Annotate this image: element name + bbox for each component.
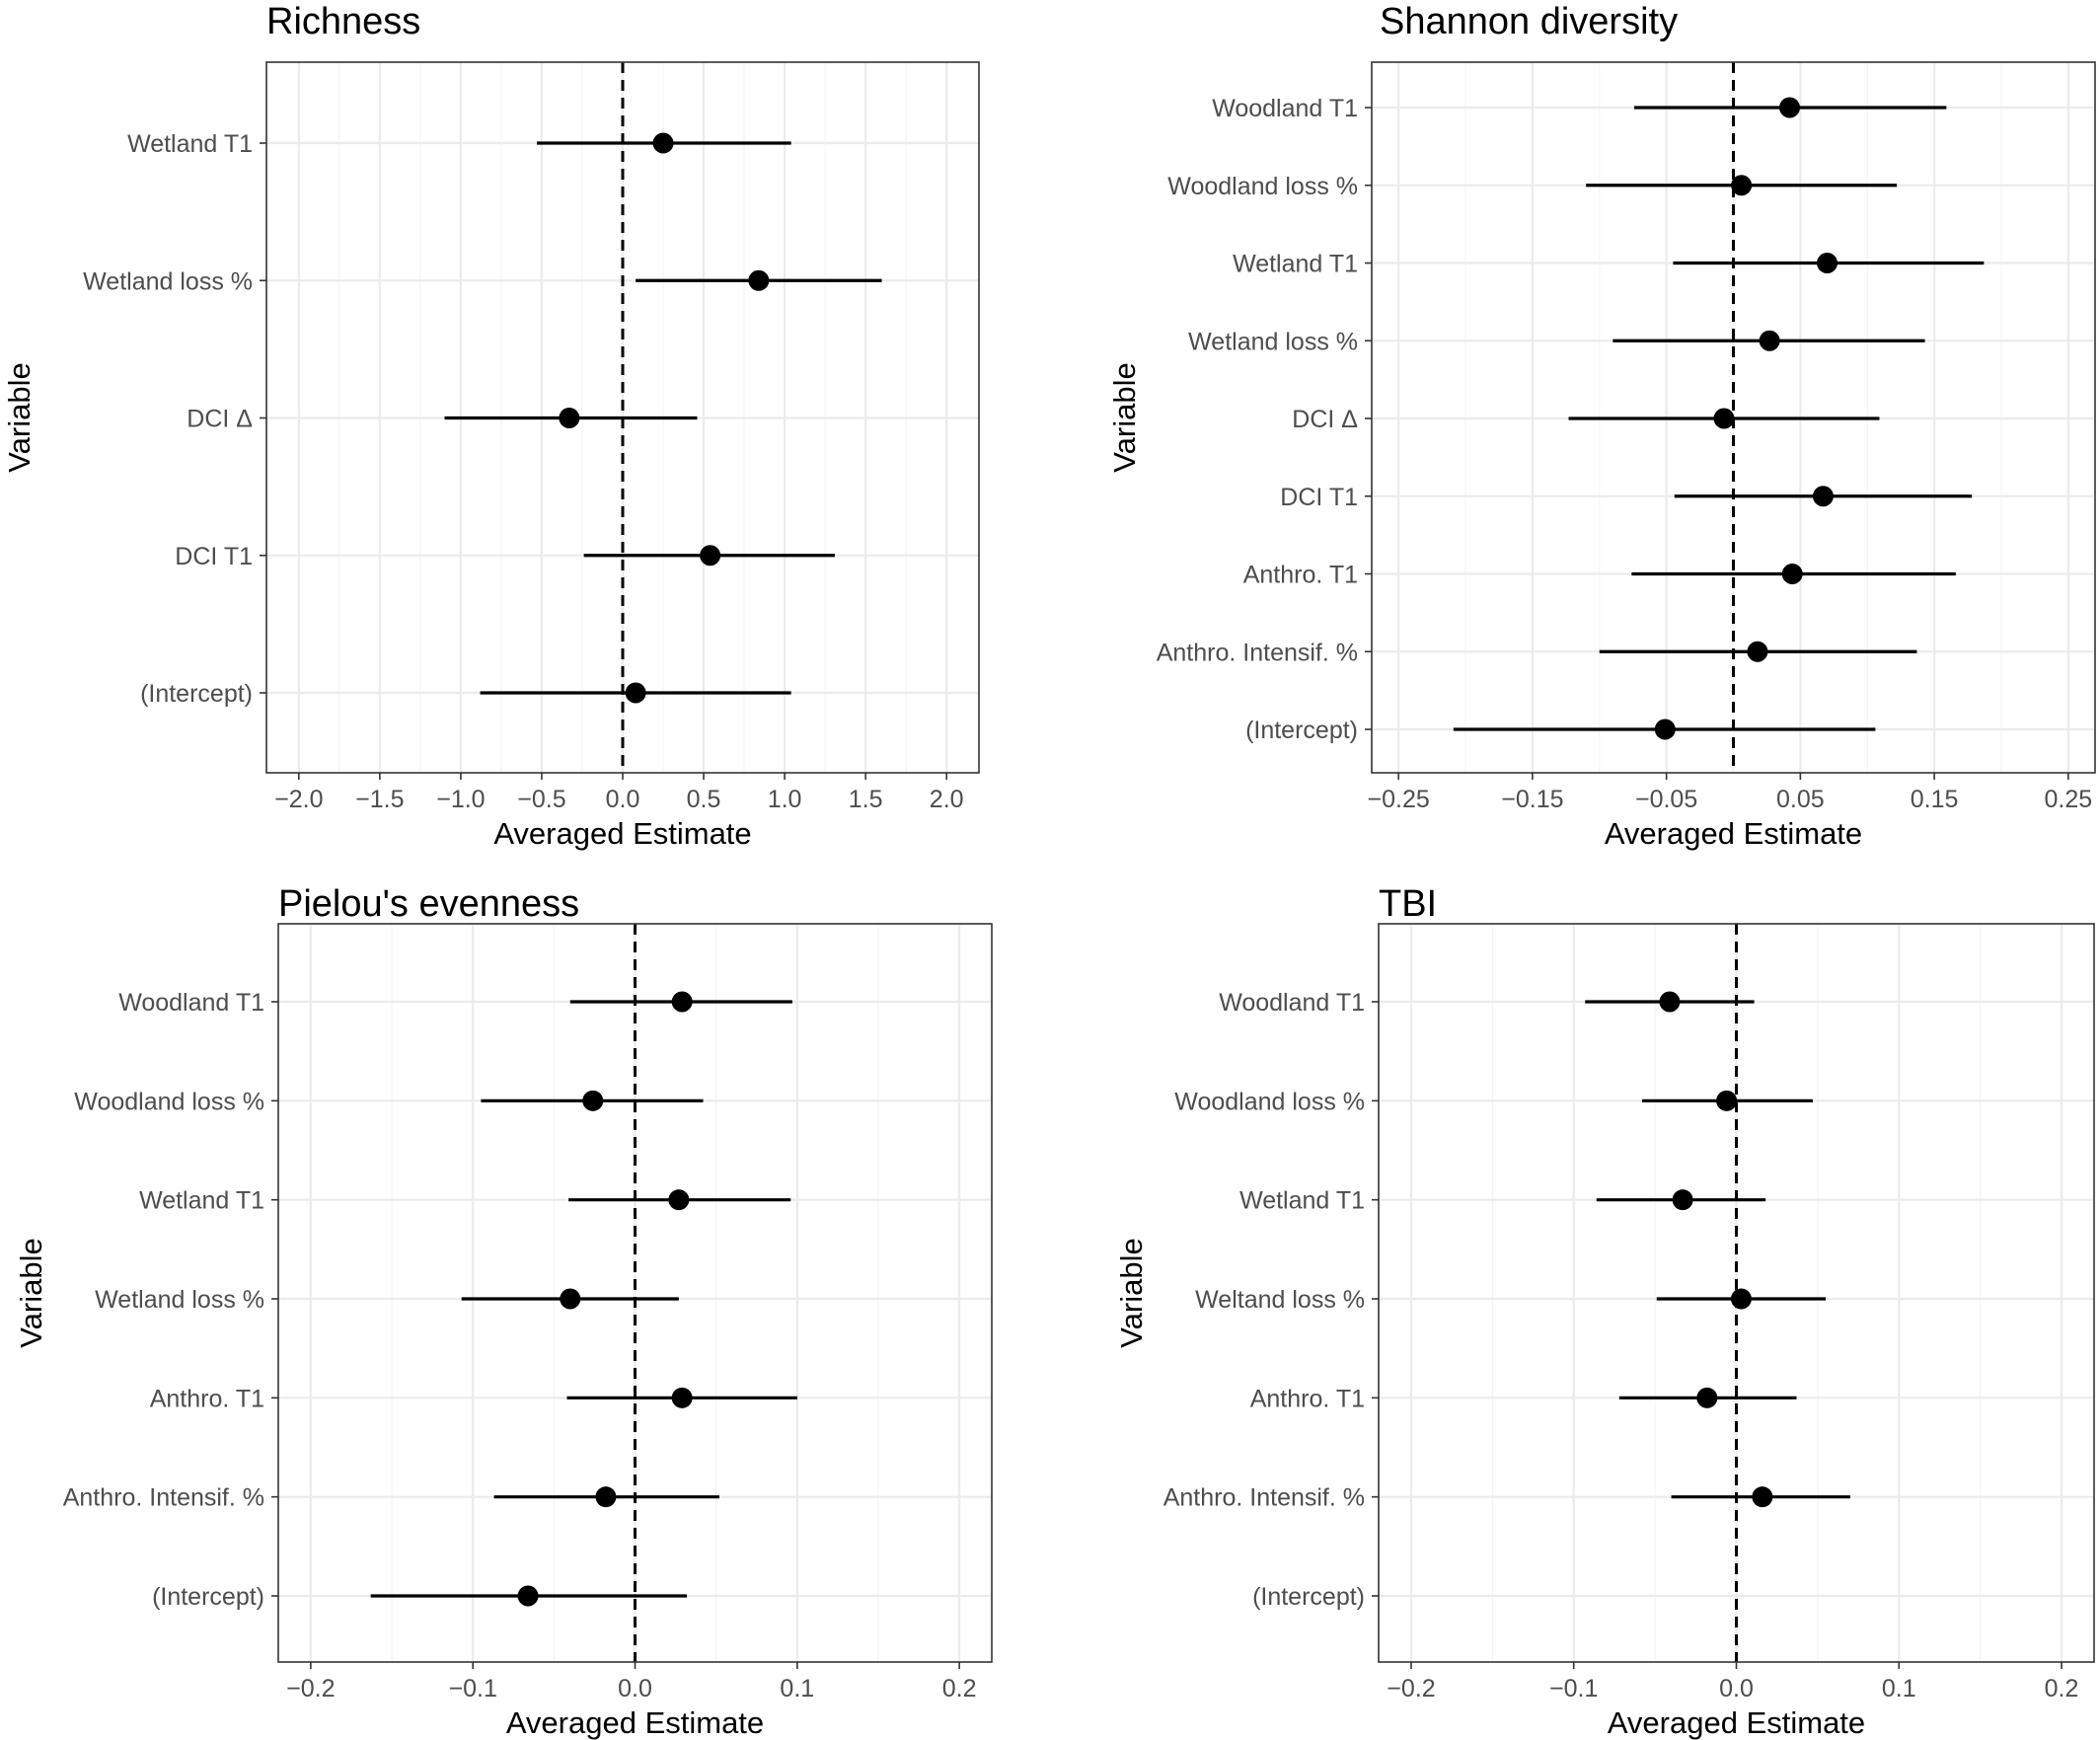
- x-tick-label: 0.1: [1882, 1675, 1916, 1702]
- y-tick-label: Woodland T1: [118, 989, 264, 1017]
- estimate-point: [1747, 641, 1768, 662]
- y-tick-label: Wetland T1: [139, 1187, 264, 1215]
- y-tick-label: DCI Δ: [1292, 406, 1358, 433]
- estimate-point: [625, 682, 646, 704]
- y-tick-label: (Intercept): [152, 1583, 264, 1611]
- estimate-point: [559, 408, 580, 428]
- x-tick-label: 1.5: [849, 786, 883, 813]
- x-axis-title: Averaged Estimate: [1608, 1705, 1865, 1740]
- chart-panel-4: Woodland T1 Woodland loss % Wetland T1 Welt…: [1114, 883, 2095, 1740]
- estimate-point: [748, 269, 770, 291]
- estimate-point: [1659, 991, 1681, 1013]
- x-tick-label: 0.2: [942, 1675, 977, 1702]
- estimate-point: [1654, 719, 1676, 740]
- x-tick-label: −0.25: [1368, 786, 1430, 813]
- chart-panel-1: Wetland T1 Wetland loss % DCI Δ DCI T1 (Inte…: [2, 1, 980, 851]
- estimate-point: [1759, 330, 1780, 351]
- x-tick-label: −1.5: [355, 786, 404, 813]
- x-tick-label: −0.1: [449, 1675, 497, 1702]
- panel-title: Richness: [266, 1, 420, 42]
- panel-title: TBI: [1379, 883, 1437, 925]
- x-axis-title: Averaged Estimate: [493, 816, 751, 851]
- y-tick-label: DCI Δ: [187, 406, 253, 433]
- y-tick-label: Wetland T1: [127, 130, 253, 158]
- estimate-point: [671, 991, 693, 1013]
- y-tick-label: Anthro. Intensif. %: [1157, 639, 1358, 666]
- estimate-point: [652, 132, 674, 154]
- y-tick-label: Weltand loss %: [1195, 1286, 1365, 1314]
- chart-panel-2: Woodland T1 Woodland loss % Wetland T1 Wetl…: [1107, 1, 2096, 851]
- estimate-point: [517, 1585, 539, 1607]
- estimate-point: [1696, 1387, 1718, 1408]
- y-tick-label: DCI T1: [175, 543, 253, 570]
- estimate-point: [700, 545, 721, 567]
- x-tick-label: 0.05: [1776, 786, 1825, 813]
- y-tick-label: Wetland loss %: [95, 1286, 264, 1314]
- estimate-point: [1731, 175, 1753, 196]
- x-tick-label: −0.1: [1549, 1675, 1598, 1702]
- x-tick-label: 2.0: [930, 786, 964, 813]
- y-tick-label: Woodland T1: [1212, 95, 1358, 122]
- y-tick-label: Wetland T1: [1233, 251, 1358, 278]
- y-tick-label: Woodland T1: [1219, 989, 1365, 1017]
- chart-panel-3: Woodland T1 Woodland loss % Wetland T1 Wetl…: [14, 883, 993, 1740]
- x-tick-label: −0.15: [1501, 786, 1563, 813]
- estimate-point: [1752, 1486, 1773, 1508]
- estimate-point: [1812, 486, 1834, 507]
- y-tick-label: DCI T1: [1280, 484, 1358, 511]
- estimate-point: [1730, 1288, 1752, 1310]
- y-tick-label: Anthro. T1: [1250, 1385, 1365, 1412]
- y-tick-label: (Intercept): [1245, 717, 1358, 744]
- x-tick-label: −0.05: [1635, 786, 1697, 813]
- y-tick-label: Anthro. T1: [1243, 562, 1358, 589]
- y-tick-label: Woodland loss %: [1174, 1088, 1365, 1115]
- estimate-point: [1779, 97, 1801, 118]
- x-tick-label: 0.2: [2045, 1675, 2079, 1702]
- y-axis-title: Variable: [1114, 1238, 1149, 1347]
- x-tick-label: −0.5: [517, 786, 565, 813]
- estimate-point: [1713, 408, 1735, 429]
- x-tick-label: 0.15: [1911, 786, 1959, 813]
- estimate-point: [1716, 1090, 1738, 1111]
- y-tick-label: Anthro. T1: [150, 1385, 264, 1412]
- estimate-point: [671, 1387, 693, 1408]
- y-tick-label: (Intercept): [1252, 1583, 1365, 1611]
- estimate-point: [1817, 253, 1838, 273]
- estimate-point: [595, 1486, 617, 1508]
- x-tick-label: −1.0: [436, 786, 485, 813]
- y-tick-label: Wetland loss %: [83, 267, 253, 295]
- y-axis-title: Variable: [2, 362, 37, 472]
- estimate-point: [582, 1090, 604, 1111]
- panel-border: [1371, 61, 2096, 774]
- y-tick-label: Woodland loss %: [74, 1088, 264, 1115]
- x-tick-label: 0.0: [618, 1675, 652, 1702]
- y-tick-label: Anthro. Intensif. %: [63, 1484, 264, 1512]
- panel-title: Pielou's evenness: [278, 883, 579, 925]
- y-tick-label: Anthro. Intensif. %: [1163, 1484, 1365, 1512]
- estimate-point: [1672, 1189, 1693, 1211]
- estimate-point: [1781, 564, 1803, 584]
- x-tick-label: −0.2: [286, 1675, 335, 1702]
- y-axis-title: Variable: [1107, 362, 1142, 472]
- x-tick-label: 0.0: [1719, 1675, 1754, 1702]
- x-tick-label: 0.0: [606, 786, 640, 813]
- estimate-point: [560, 1288, 581, 1310]
- y-axis-title: Variable: [14, 1238, 48, 1347]
- y-tick-label: (Intercept): [140, 680, 253, 708]
- y-tick-label: Wetland T1: [1239, 1187, 1365, 1215]
- x-tick-label: 0.5: [687, 786, 721, 813]
- y-tick-label: Wetland loss %: [1188, 328, 1358, 355]
- x-tick-label: 0.1: [780, 1675, 814, 1702]
- y-tick-label: Woodland loss %: [1167, 173, 1358, 200]
- x-tick-label: 0.25: [2045, 786, 2093, 813]
- estimate-point: [668, 1189, 690, 1211]
- x-tick-label: 1.0: [768, 786, 802, 813]
- panel-title: Shannon diversity: [1380, 1, 1678, 42]
- x-axis-title: Averaged Estimate: [506, 1705, 764, 1740]
- x-tick-label: −2.0: [274, 786, 323, 813]
- x-tick-label: −0.2: [1387, 1675, 1435, 1702]
- x-axis-title: Averaged Estimate: [1605, 816, 1862, 851]
